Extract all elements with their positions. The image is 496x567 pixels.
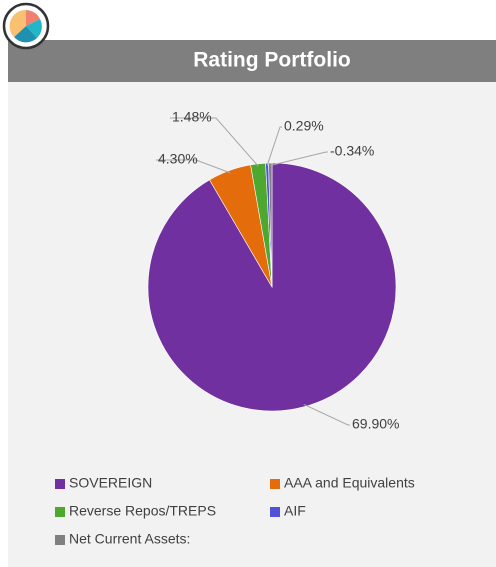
data-label: -0.34%: [330, 143, 374, 159]
data-label: 1.48%: [172, 109, 212, 125]
icon: [2, 2, 50, 50]
data-label: 0.29%: [284, 118, 324, 134]
pie: [147, 162, 397, 412]
leader-line: [270, 151, 328, 166]
legend-swatch: [55, 479, 65, 489]
legend-swatch: [270, 507, 280, 517]
legend-swatch: [55, 507, 65, 517]
data-label: 4.30%: [158, 151, 198, 167]
header-bar: [8, 40, 496, 82]
leader-line: [170, 117, 259, 167]
legend-label: SOVEREIGN: [69, 475, 152, 491]
legend-label: AIF: [284, 503, 306, 519]
data-labels: 69.90% 4.30% 1.48% 0.29% -0.34%: [156, 109, 399, 432]
legend-label: Net Current Assets:: [69, 531, 190, 547]
leader-line: [266, 126, 282, 166]
legend-swatch: [55, 535, 65, 545]
legend-label: Reverse Repos/TREPS: [69, 503, 216, 519]
legend-label: AAA and Equivalents: [284, 475, 415, 491]
data-label: 69.90%: [352, 416, 399, 432]
chart-title: Rating Portfolio: [193, 49, 350, 72]
leader-line: [303, 403, 350, 426]
legend: SOVEREIGN AAA and Equivalents Reverse Repo…: [55, 475, 415, 547]
pie-slice: [268, 162, 273, 288]
legend-swatch: [270, 479, 280, 489]
leader-line: [156, 159, 231, 174]
